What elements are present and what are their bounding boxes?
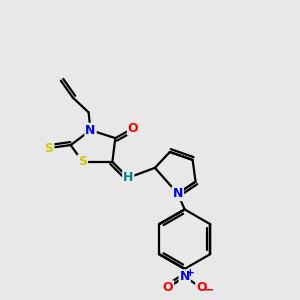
Text: −: − [204, 283, 215, 296]
Text: N: N [172, 187, 183, 200]
Text: O: O [196, 281, 207, 294]
Text: O: O [163, 281, 173, 294]
Text: O: O [128, 122, 139, 135]
Text: S: S [44, 142, 53, 154]
Text: N: N [85, 124, 96, 137]
Text: S: S [78, 155, 87, 168]
Text: H: H [123, 171, 134, 184]
Text: N: N [179, 270, 190, 283]
Text: +: + [186, 268, 195, 278]
